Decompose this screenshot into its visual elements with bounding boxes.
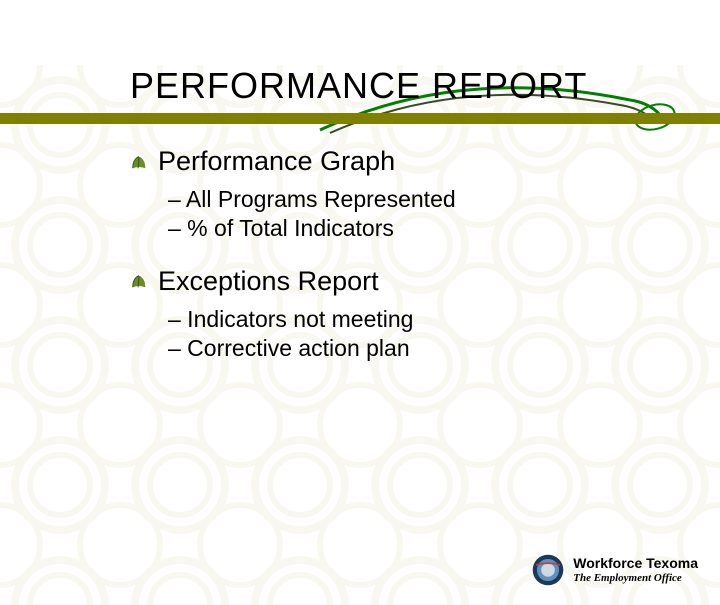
title-underline: [0, 113, 720, 124]
sub-item: – Indicators not meeting: [168, 305, 720, 334]
section-performance-graph: Performance Graph – All Programs Represe…: [130, 146, 720, 244]
slide-title: PERFORMANCE REPORT: [130, 65, 720, 107]
section-heading: Exceptions Report: [158, 266, 379, 297]
footer: Workforce Texoma The Employment Office: [531, 553, 698, 587]
sub-item: – All Programs Represented: [168, 185, 720, 214]
section-exceptions-report: Exceptions Report – Indicators not meeti…: [130, 266, 720, 364]
sub-item: – % of Total Indicators: [168, 214, 720, 243]
footer-primary-text: Workforce Texoma: [573, 556, 698, 571]
footer-logo-icon: [531, 553, 565, 587]
footer-secondary-text: The Employment Office: [573, 572, 698, 584]
sub-item: – Corrective action plan: [168, 334, 720, 363]
section-heading: Performance Graph: [158, 146, 395, 177]
leaf-bullet-icon: [130, 153, 148, 171]
leaf-bullet-icon: [130, 272, 148, 290]
